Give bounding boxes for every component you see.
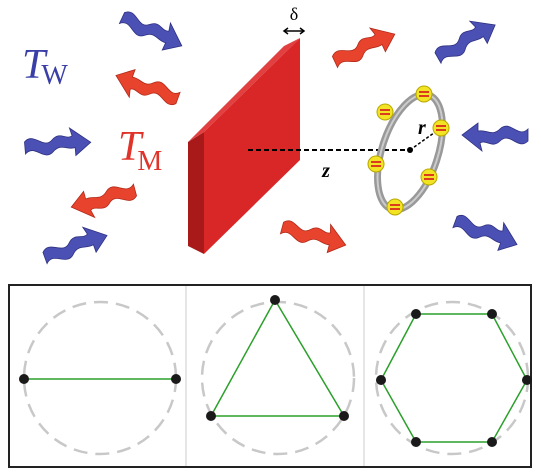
arrow-head [282, 27, 289, 35]
charges [367, 85, 450, 216]
ring-center [407, 147, 413, 153]
symbol: T [22, 42, 48, 88]
radius-label: r [418, 117, 426, 139]
subscript: M [137, 146, 162, 177]
subscript: W [41, 60, 68, 91]
points [19, 295, 532, 447]
panel [8, 284, 532, 468]
distance-label: z [321, 160, 330, 182]
arrow-head [299, 27, 306, 35]
radius-line [409, 129, 439, 151]
symbol: T [118, 124, 144, 170]
thickness-label: δ [290, 4, 298, 24]
slab-top [188, 38, 300, 142]
slab-face [204, 38, 300, 254]
slab-side [188, 132, 204, 254]
wall-temperature: TW [22, 42, 68, 91]
membrane-temperature: TM [118, 124, 162, 177]
